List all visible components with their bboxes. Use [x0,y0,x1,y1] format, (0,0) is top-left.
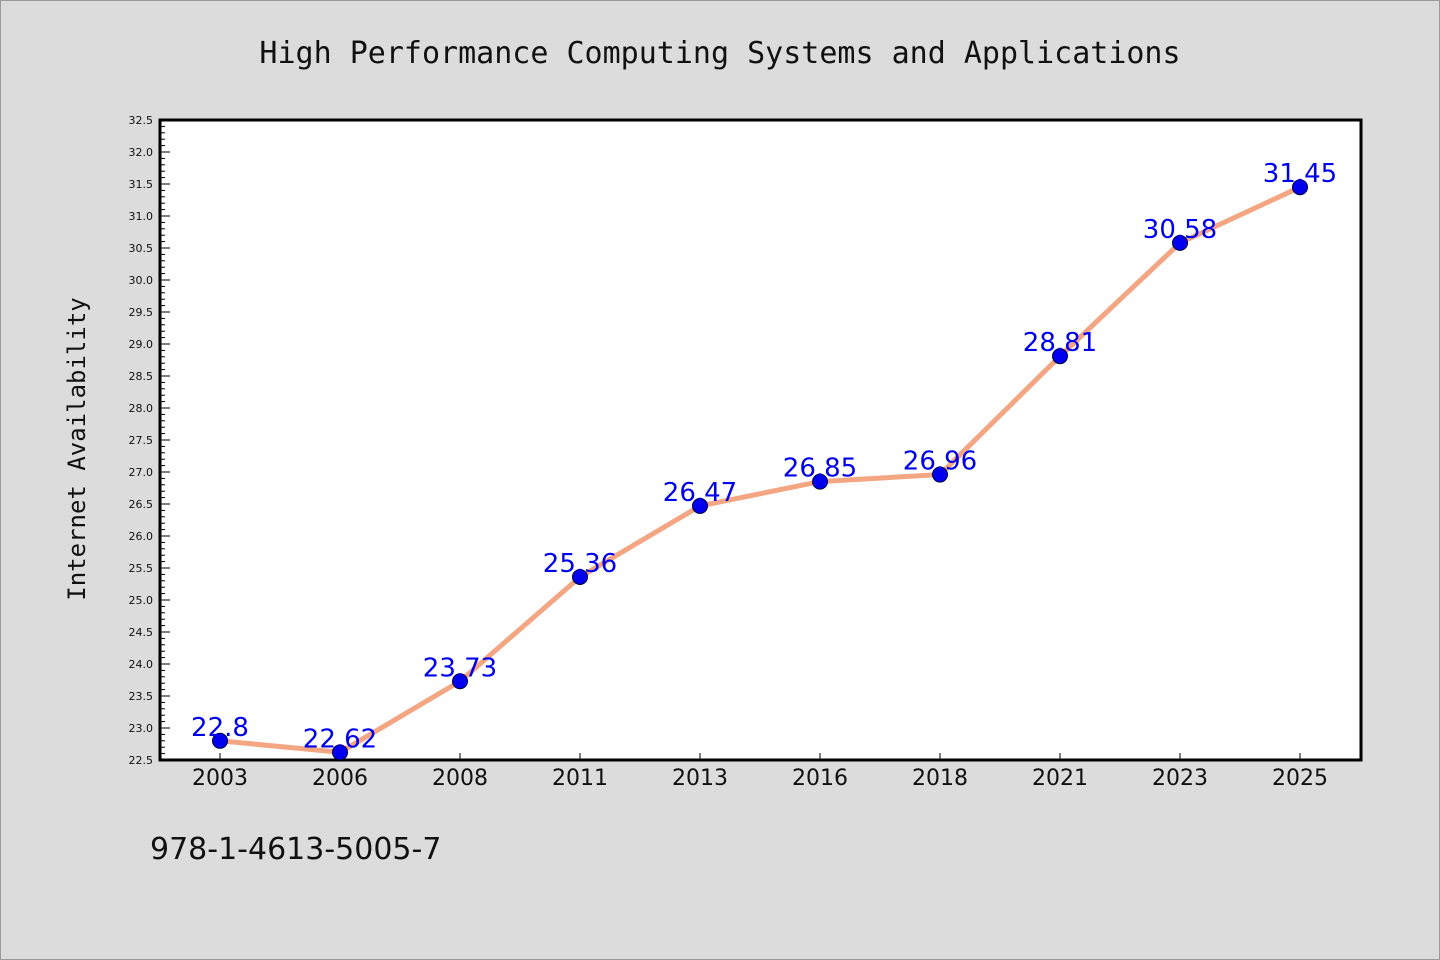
series-line [217,184,1303,755]
data-point [1292,179,1308,196]
y-axis: 22.5 23.0 23.5 24.0 24.5 25.0 25.5 26.0 26.5 27.0… [129,114,170,767]
x-tick-label: 2021 [1032,766,1088,791]
data-label: 25.36 [543,549,617,579]
y-tick-label: 24.0 [129,658,154,671]
x-tick-label: 2016 [792,766,848,791]
y-tick-label: 32.0 [129,146,154,159]
data-label: 26.47 [663,478,737,508]
y-tick-label: 23.0 [129,722,154,735]
data-label: 22.8 [191,713,249,743]
data-point [212,732,228,749]
y-tick-label: 30.0 [129,274,154,287]
y-tick-label: 23.5 [129,690,154,703]
isbn-text: 978-1-4613-5005-7 [150,832,442,867]
data-point [812,473,828,490]
data-label: 28.81 [1023,328,1097,358]
data-labels: 22.8 22.62 23.73 25.36 26.47 26.85 26.96 28.81 3… [191,159,1337,754]
data-label: 31.45 [1263,159,1337,189]
y-tick-label: 31.5 [129,178,154,191]
x-tick-label: 2008 [432,766,488,791]
y-tick-label: 24.5 [129,626,154,639]
data-point [572,568,588,585]
y-tick-label: 26.5 [129,498,154,511]
data-label: 22.62 [303,724,377,754]
y-tick-label: 29.5 [129,306,154,319]
y-tick-label: 22.5 [129,754,154,767]
x-tick-label: 2013 [672,766,728,791]
data-point [692,497,708,514]
data-point [1172,234,1188,251]
y-tick-label: 29.0 [129,338,154,351]
chart-title: High Performance Computing Systems and A… [259,36,1180,71]
y-tick-label: 31.0 [129,210,154,223]
y-axis-label: Internet Availability [63,297,91,600]
plot-area [158,118,1363,762]
y-tick-label: 26.0 [129,530,154,543]
data-label: 30.58 [1143,215,1217,245]
x-tick-label: 2023 [1152,766,1208,791]
y-tick-label: 28.0 [129,402,154,415]
data-point [452,673,468,690]
x-tick-label: 2018 [912,766,968,791]
series-markers [212,179,1308,761]
y-tick-label: 28.5 [129,370,154,383]
x-tick-label: 2011 [552,766,608,791]
y-tick-label: 30.5 [129,242,154,255]
data-label: 26.85 [783,454,857,484]
data-point [932,466,948,483]
data-label: 26.96 [903,447,977,477]
data-point [332,744,348,761]
y-tick-label: 25.5 [129,562,154,575]
y-tick-label: 32.5 [129,114,154,127]
x-axis: 2003 2006 2008 2011 2013 2016 2018 2021 2023 2025 [192,753,1328,791]
x-tick-label: 2025 [1272,766,1328,791]
data-point [1052,348,1068,365]
x-tick-label: 2006 [312,766,368,791]
x-tick-label: 2003 [192,766,248,791]
y-tick-label: 27.0 [129,466,154,479]
data-label: 23.73 [423,653,497,683]
y-tick-label: 27.5 [129,434,154,447]
y-tick-label: 25.0 [129,594,154,607]
